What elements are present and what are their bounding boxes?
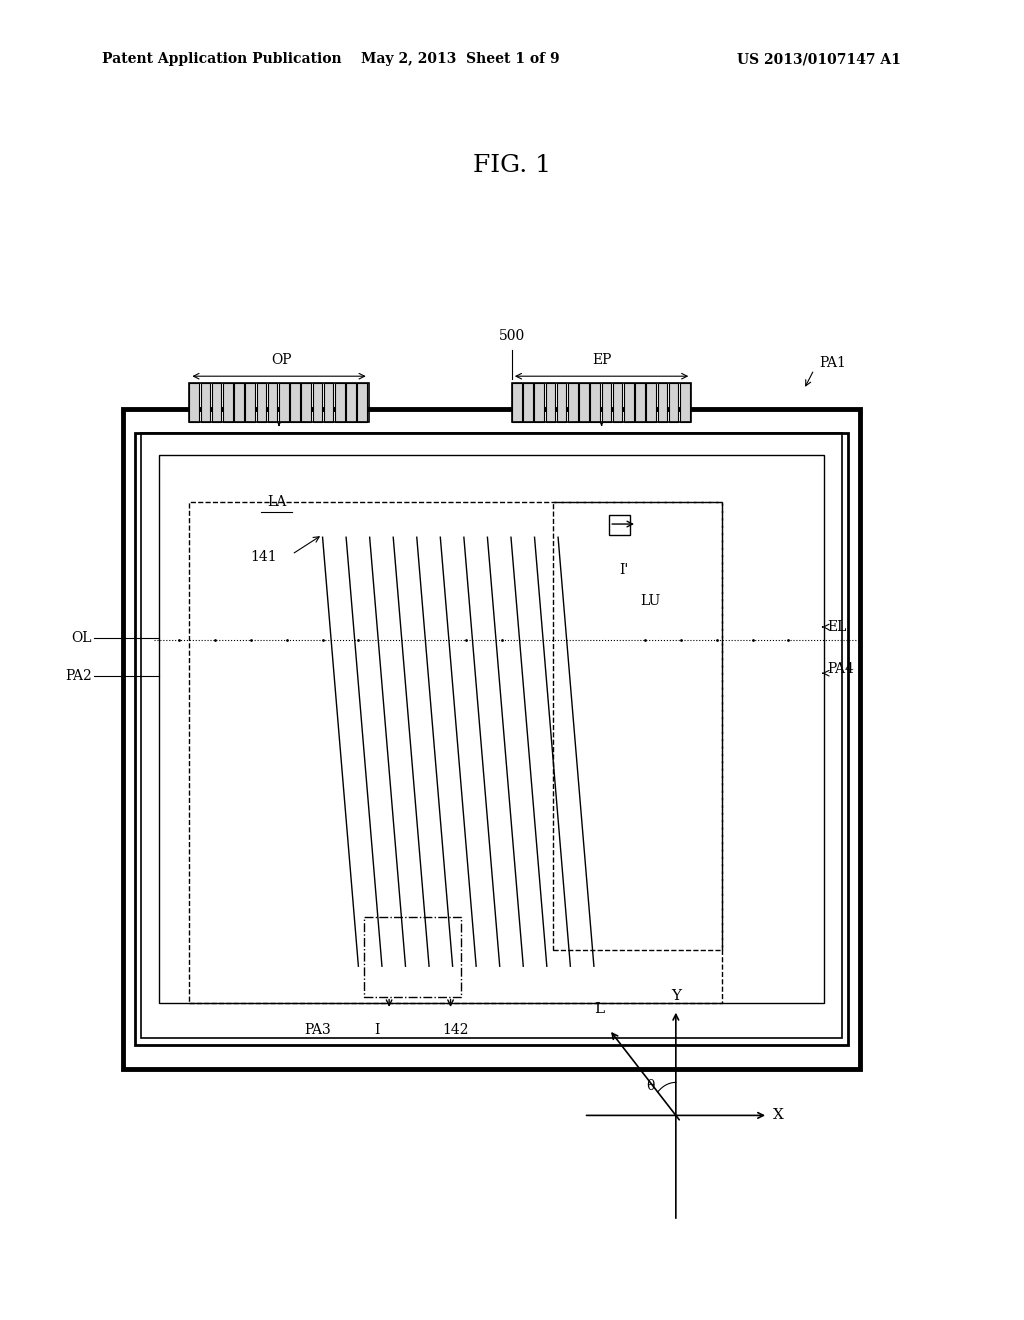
Text: Patent Application Publication: Patent Application Publication	[102, 53, 342, 66]
Bar	[201, 383, 210, 422]
Bar	[290, 383, 300, 422]
Bar	[602, 383, 611, 422]
Bar	[257, 383, 266, 422]
Bar	[669, 383, 678, 422]
Bar	[189, 383, 369, 422]
Bar	[223, 383, 232, 422]
Bar	[580, 383, 589, 422]
Text: L: L	[594, 1002, 604, 1016]
Text: FIG. 1: FIG. 1	[473, 153, 551, 177]
Text: PA3: PA3	[304, 1023, 331, 1038]
Bar	[123, 409, 860, 1069]
Bar	[189, 383, 199, 422]
Text: 141: 141	[250, 550, 276, 564]
Bar	[141, 433, 842, 1038]
Bar	[312, 383, 323, 422]
Bar	[279, 383, 289, 422]
Text: US 2013/0107147 A1: US 2013/0107147 A1	[737, 53, 901, 66]
Bar	[609, 515, 630, 535]
Bar	[568, 383, 578, 422]
Text: PA1: PA1	[819, 356, 846, 370]
Bar	[624, 383, 634, 422]
Bar	[612, 383, 623, 422]
Bar	[535, 383, 544, 422]
Text: 500: 500	[499, 329, 525, 343]
Bar	[680, 383, 689, 422]
Bar	[189, 502, 722, 1003]
Bar	[324, 383, 334, 422]
Text: θ: θ	[646, 1080, 654, 1093]
Text: EL: EL	[827, 620, 847, 634]
Bar	[557, 383, 566, 422]
Bar	[553, 502, 722, 950]
Bar	[212, 383, 221, 422]
Text: OL: OL	[72, 631, 92, 644]
Bar	[635, 383, 645, 422]
Bar	[135, 433, 848, 1045]
Bar	[357, 383, 367, 422]
Bar	[364, 917, 461, 997]
Text: I: I	[374, 1023, 380, 1038]
Bar	[246, 383, 255, 422]
Bar	[512, 383, 691, 422]
Bar	[646, 383, 656, 422]
Bar	[301, 383, 311, 422]
Bar	[512, 383, 521, 422]
Text: LU: LU	[640, 594, 660, 607]
Bar	[335, 383, 344, 422]
Bar	[657, 383, 667, 422]
Text: I': I'	[620, 564, 629, 577]
Text: PA4: PA4	[827, 663, 854, 676]
Bar	[268, 383, 278, 422]
Text: May 2, 2013  Sheet 1 of 9: May 2, 2013 Sheet 1 of 9	[361, 53, 560, 66]
Text: LA: LA	[267, 495, 286, 508]
Bar	[159, 455, 824, 1003]
Bar	[234, 383, 244, 422]
Bar	[591, 383, 600, 422]
Text: 142: 142	[442, 1023, 469, 1038]
Text: X: X	[773, 1109, 784, 1122]
Text: Y: Y	[671, 989, 681, 1003]
Bar	[346, 383, 355, 422]
Text: OP: OP	[271, 352, 292, 367]
Text: PA2: PA2	[66, 669, 92, 682]
Bar	[546, 383, 555, 422]
Text: EP: EP	[593, 352, 611, 367]
Bar	[523, 383, 532, 422]
